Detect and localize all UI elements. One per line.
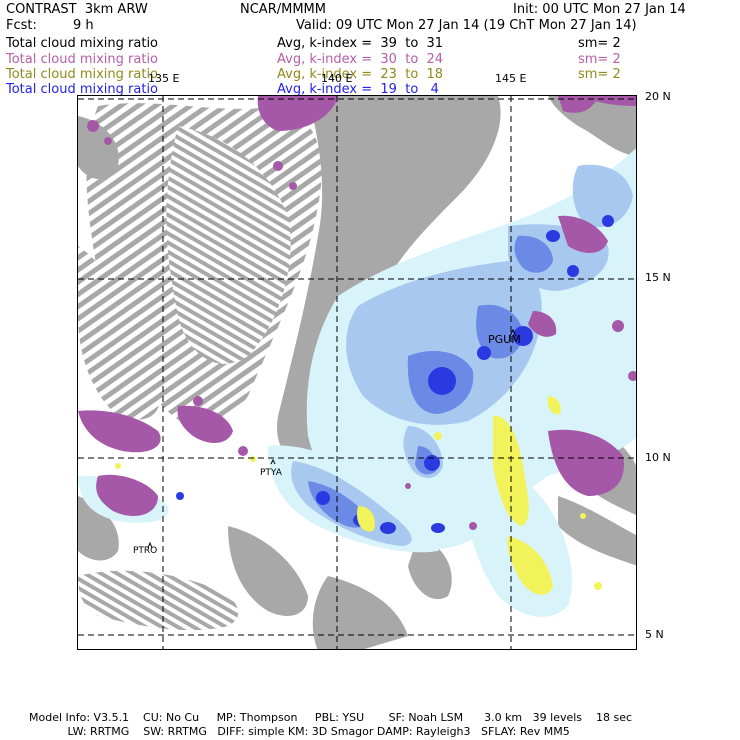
field-avg-1: Avg, k-index = 39 to 31 xyxy=(277,36,444,51)
field-name-4: Total cloud mixing ratio xyxy=(6,82,159,97)
field-name-1: Total cloud mixing ratio xyxy=(6,36,159,51)
station-label-pgum: PGUM xyxy=(488,333,521,346)
model-title: CONTRAST 3km ARW xyxy=(6,2,148,17)
lat-label-10: 10 N xyxy=(645,451,671,464)
field-sm-2: sm= 2 xyxy=(578,52,621,67)
station-marker-ptro xyxy=(147,541,153,549)
field-avg-2: Avg, k-index = 30 to 24 xyxy=(277,52,444,67)
org-label: NCAR/MMMM xyxy=(240,2,326,17)
valid-time: Valid: 09 UTC Mon 27 Jan 14 (19 ChT Mon … xyxy=(296,18,637,33)
station-marker-pgum xyxy=(509,328,517,337)
station-markers xyxy=(147,328,517,549)
lon-label-140: 140 E xyxy=(321,72,353,85)
forecast-hours: 9 h xyxy=(73,18,94,33)
magenta-cloud-patches xyxy=(78,96,636,530)
init-time: Init: 00 UTC Mon 27 Jan 14 xyxy=(513,2,686,17)
lon-label-145: 145 E xyxy=(495,72,527,85)
field-name-2: Total cloud mixing ratio xyxy=(6,52,159,67)
field-sm-3: sm= 2 xyxy=(578,67,621,82)
station-label-ptro: PTRO xyxy=(133,546,158,556)
lat-lon-grid xyxy=(78,96,636,649)
lat-label-20: 20 N xyxy=(645,90,671,103)
model-info-line2: LW: RRTMG SW: RRTMG DIFF: simple KM: 3D … xyxy=(29,725,570,738)
model-info-line1: Model Info: V3.5.1 CU: No Cu MP: Thompso… xyxy=(29,711,633,724)
lon-label-135: 135 E xyxy=(148,72,180,85)
station-marker-ptya xyxy=(270,458,276,465)
field-sm-1: sm= 2 xyxy=(578,36,621,51)
cloud-field-canvas xyxy=(78,96,636,649)
station-label-ptya: PTYA xyxy=(260,468,282,478)
lat-label-5: 5 N xyxy=(645,628,664,641)
field-name-3: Total cloud mixing ratio xyxy=(6,67,159,82)
lat-label-15: 15 N xyxy=(645,271,671,284)
forecast-label: Fcst: xyxy=(6,18,37,33)
field-avg-4: Avg, k-index = 19 to 4 xyxy=(277,82,439,97)
field-avg-3: Avg, k-index = 23 to 18 xyxy=(277,67,444,82)
forecast-map: PGUM PTYA PTRO xyxy=(77,95,637,650)
